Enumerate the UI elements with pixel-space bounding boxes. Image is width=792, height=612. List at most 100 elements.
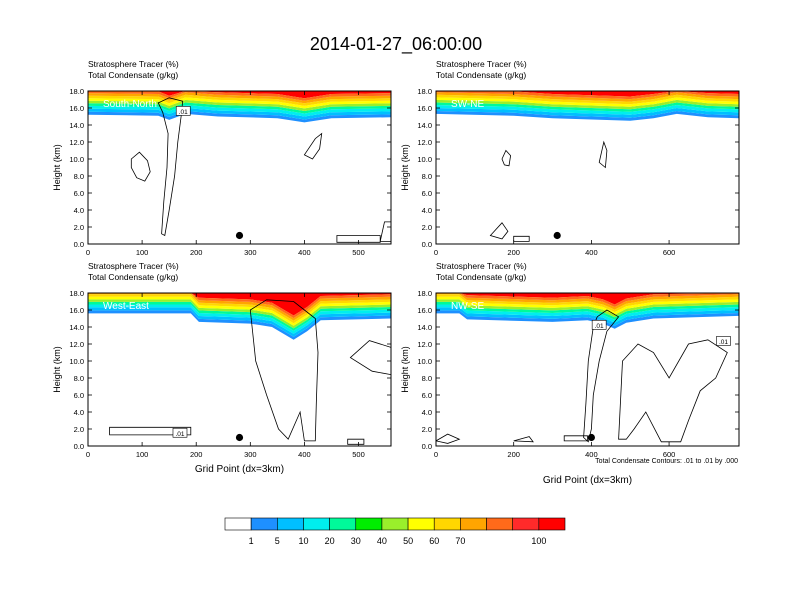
tracer-band-40 bbox=[436, 296, 739, 315]
y-tick-label: 6.0 bbox=[74, 189, 84, 198]
x-tick-label: 400 bbox=[585, 248, 598, 257]
condensate-contour-3 bbox=[436, 433, 461, 444]
colorbar-swatch bbox=[538, 517, 566, 531]
contour-label: .01 bbox=[175, 431, 184, 438]
panel-1: .01 South-North Stratosphere Tracer (%)Tot… bbox=[52, 59, 392, 257]
tracer-band-60 bbox=[88, 92, 391, 104]
tracer-band-60 bbox=[436, 293, 739, 310]
colorbar-swatch bbox=[303, 517, 330, 531]
plot-area: .01 bbox=[88, 293, 391, 445]
tracer-band-50 bbox=[436, 94, 739, 105]
colorbar-label: 100 bbox=[531, 536, 546, 546]
condensate-contour-2 bbox=[130, 151, 151, 182]
colorbar-swatch bbox=[512, 517, 540, 531]
tracer-band-1 bbox=[88, 310, 391, 340]
tracer-band-1 bbox=[88, 111, 391, 123]
colorbar-swatch bbox=[329, 517, 357, 531]
colorbar-label: 30 bbox=[351, 536, 361, 546]
contour-label-box bbox=[172, 427, 188, 438]
y-tick-label: 8.0 bbox=[74, 374, 84, 383]
condensate-contour-1 bbox=[501, 149, 512, 167]
condensate-contour-1 bbox=[583, 309, 620, 443]
condensate-contour-3 bbox=[303, 132, 323, 160]
y-tick-label: 6.0 bbox=[74, 391, 84, 400]
y-tick-label: 14.0 bbox=[69, 323, 84, 332]
colorbar-label: 60 bbox=[429, 536, 439, 546]
panel-title-condensate: Total Condensate (g/kg) bbox=[88, 70, 178, 80]
y-tick-label: 0.0 bbox=[74, 240, 84, 249]
plot-frame bbox=[435, 292, 740, 447]
tracer-band-100 bbox=[436, 293, 739, 305]
panel-label: NW-SE bbox=[451, 301, 484, 312]
y-tick-label: 16.0 bbox=[69, 104, 84, 113]
y-axis-label: Height (km) bbox=[52, 346, 62, 393]
tracer-band-30 bbox=[436, 299, 739, 318]
contour-label-box bbox=[716, 336, 731, 346]
colorbar-label: 40 bbox=[377, 536, 387, 546]
panel-label: South-North bbox=[103, 99, 157, 110]
y-tick-label: 18.0 bbox=[417, 289, 432, 298]
page-title: 2014-01-27_06:00:00 bbox=[310, 34, 482, 55]
x-tick-label: 100 bbox=[136, 450, 149, 459]
tracer-band-100 bbox=[88, 91, 391, 99]
panel-title-tracer: Stratosphere Tracer (%) bbox=[88, 261, 179, 271]
y-tick-label: 12.0 bbox=[69, 138, 84, 147]
y-tick-label: 0.0 bbox=[422, 240, 432, 249]
tracer-band-20 bbox=[88, 102, 391, 114]
colorbar-swatch bbox=[433, 517, 461, 531]
contour-footnote: Total Condensate Contours: .01 to .01 by… bbox=[595, 458, 738, 465]
plot-frame bbox=[87, 90, 392, 245]
tracer-band-60 bbox=[436, 92, 739, 102]
condensate-contour-1 bbox=[249, 299, 319, 442]
colorbar-swatch bbox=[250, 517, 278, 531]
y-axis-label: Height (km) bbox=[400, 346, 410, 393]
panel-title-tracer: Stratosphere Tracer (%) bbox=[436, 59, 527, 69]
y-axis-label: Height (km) bbox=[400, 144, 410, 191]
panel-3: .01 West-East Stratosphere Tracer (%)Total… bbox=[52, 261, 392, 475]
colorbar-swatch bbox=[486, 517, 513, 531]
y-tick-label: 8.0 bbox=[422, 374, 432, 383]
tracer-band-30 bbox=[436, 99, 739, 110]
x-tick-label: 600 bbox=[663, 248, 676, 257]
y-tick-label: 12.0 bbox=[417, 340, 432, 349]
tracer-band-5 bbox=[436, 108, 739, 118]
y-tick-label: 10.0 bbox=[69, 357, 84, 366]
colorbar-swatch bbox=[381, 517, 409, 531]
y-tick-label: 2.0 bbox=[74, 425, 84, 434]
colorbar: 1 5 10 20 30 40 50 60 70 100 bbox=[224, 517, 566, 546]
plot-frame bbox=[435, 90, 740, 245]
contour-label: .01 bbox=[719, 339, 728, 346]
panel-title-condensate: Total Condensate (g/kg) bbox=[88, 272, 178, 282]
y-tick-label: 16.0 bbox=[417, 306, 432, 315]
x-tick-label: 200 bbox=[507, 248, 520, 257]
plot-area: .01 bbox=[88, 91, 391, 243]
y-tick-label: 10.0 bbox=[417, 357, 432, 366]
plot-frame bbox=[87, 292, 392, 447]
contour-label: .01 bbox=[595, 323, 604, 330]
condensate-contour-3 bbox=[489, 222, 509, 240]
condensate-contour-2 bbox=[618, 339, 728, 443]
tracer-band-70 bbox=[88, 91, 391, 101]
tracer-band-30 bbox=[88, 99, 391, 111]
y-tick-label: 8.0 bbox=[74, 172, 84, 181]
location-marker bbox=[553, 231, 561, 240]
tracer-band-20 bbox=[436, 301, 739, 320]
x-tick-label: 300 bbox=[244, 450, 257, 459]
panel-title-tracer: Stratosphere Tracer (%) bbox=[88, 59, 179, 69]
y-tick-label: 6.0 bbox=[422, 189, 432, 198]
tracer-band-40 bbox=[436, 97, 739, 107]
y-axis-label: Height (km) bbox=[52, 144, 62, 191]
y-tick-label: 14.0 bbox=[417, 121, 432, 130]
tracer-band-70 bbox=[436, 293, 739, 307]
y-tick-label: 14.0 bbox=[69, 121, 84, 130]
colorbar-label: 10 bbox=[298, 536, 308, 546]
x-tick-label: 400 bbox=[298, 450, 311, 459]
y-tick-label: 10.0 bbox=[417, 155, 432, 164]
y-tick-label: 4.0 bbox=[422, 206, 432, 215]
x-tick-label: 600 bbox=[663, 450, 676, 459]
x-tick-label: 200 bbox=[190, 450, 203, 459]
tracer-band-100 bbox=[88, 293, 391, 316]
tracer-band-10 bbox=[436, 105, 739, 115]
